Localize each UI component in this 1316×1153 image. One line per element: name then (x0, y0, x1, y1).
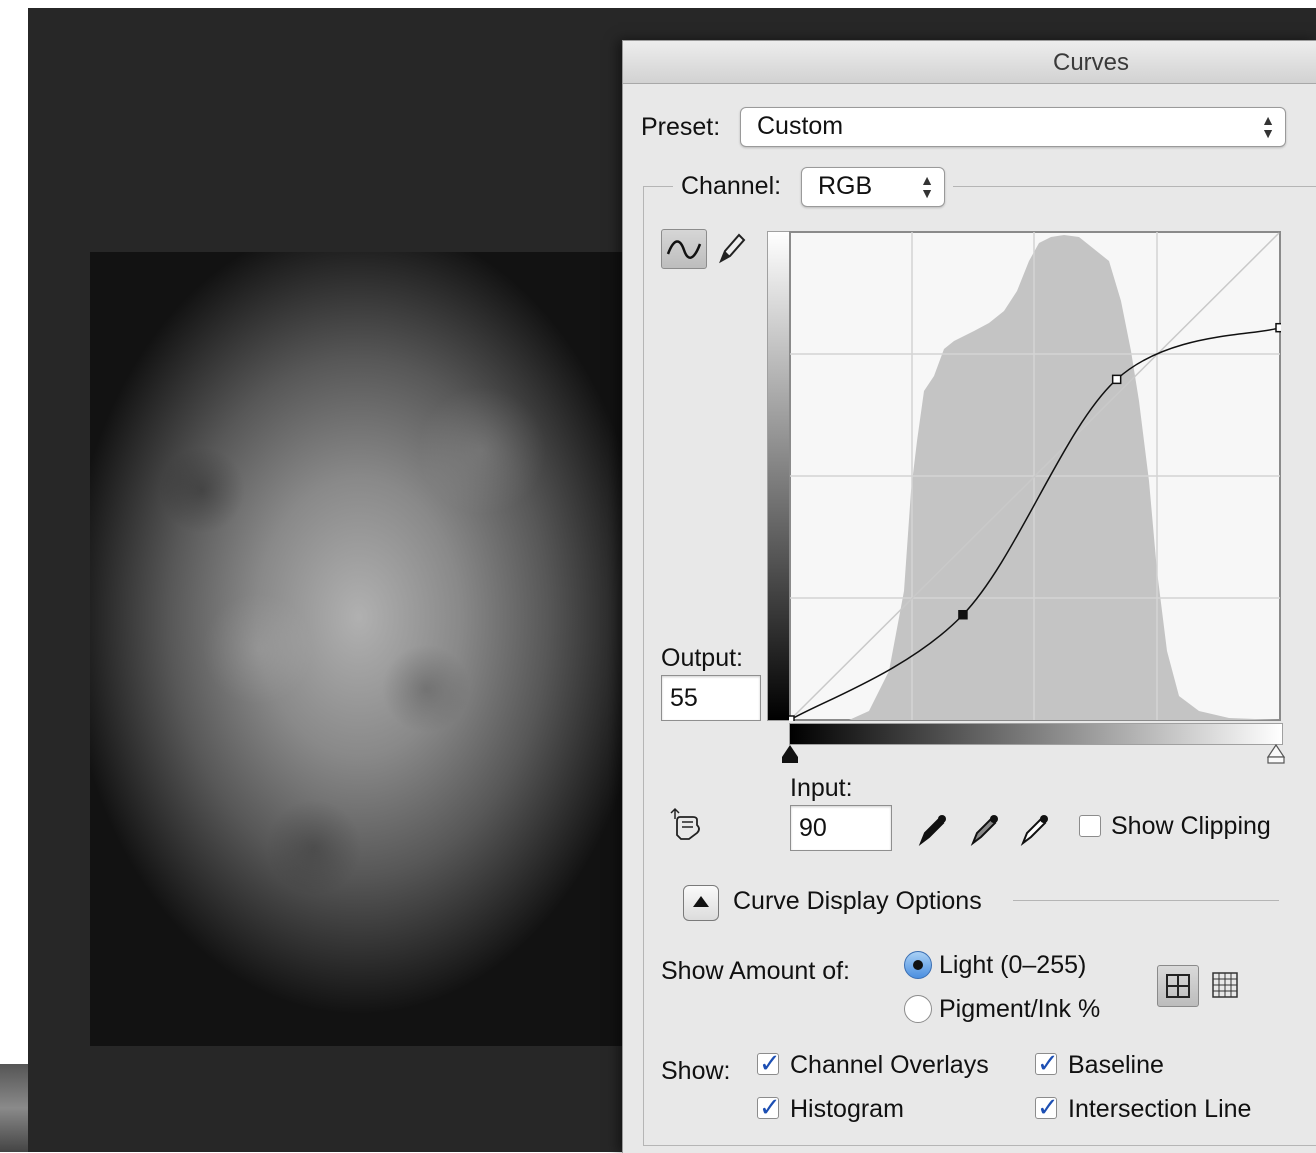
detailed-grid-button[interactable] (1205, 965, 1245, 1005)
input-gradient-bar (789, 723, 1283, 745)
dialog-titlebar[interactable]: Curves (623, 41, 1316, 84)
black-point-slider[interactable] (779, 743, 801, 765)
pigment-ink-radio[interactable] (904, 995, 932, 1023)
input-label: Input: (790, 774, 853, 802)
pigment-ink-radio-label: Pigment/Ink % (939, 995, 1101, 1023)
select-arrows-icon: ▲ ▼ (1261, 112, 1275, 141)
channel-value: RGB (818, 172, 873, 200)
baseline-checkbox[interactable]: ✓ (1035, 1048, 1059, 1078)
select-arrows-icon: ▲ ▼ (920, 172, 934, 201)
baseline-label: Baseline (1068, 1051, 1164, 1079)
preset-select[interactable]: Custom ▲ ▼ (740, 107, 1286, 147)
show-label: Show: (661, 1057, 731, 1085)
intersection-line-checkbox[interactable]: ✓ (1035, 1092, 1059, 1122)
curve-control-point[interactable] (1111, 374, 1122, 385)
disclosure-triangle-icon (693, 896, 709, 907)
pencil-tool-icon[interactable] (715, 231, 747, 267)
on-image-adjust-hand-icon[interactable] (667, 807, 707, 843)
thumbnail-edge (0, 1064, 28, 1152)
baseline (790, 232, 1280, 720)
channel-label: Channel: (681, 172, 782, 200)
curve-display-options-toggle[interactable] (683, 885, 719, 921)
curve-control-point[interactable] (789, 715, 795, 721)
light-radio-label: Light (0–255) (939, 951, 1087, 979)
input-field[interactable]: 90 (790, 805, 892, 851)
group-border-top-right (953, 186, 1316, 187)
output-gradient-bar (767, 231, 791, 721)
curve-display-options-label: Curve Display Options (733, 887, 982, 915)
checkmark-icon: ✓ (1037, 1092, 1059, 1122)
preset-label: Preset: (641, 113, 721, 141)
output-label: Output: (661, 644, 743, 672)
group-border-left (643, 186, 644, 1146)
document-image[interactable] (90, 252, 650, 1046)
curves-dialog: Curves Preset: Custom ▲ ▼ Channel: RGB ▲ ▼ (622, 40, 1316, 1153)
gray-eyedropper-icon[interactable] (969, 811, 1001, 847)
checkmark-icon: ✓ (759, 1092, 781, 1122)
white-point-slider[interactable] (1265, 743, 1287, 765)
curve-tool-icon (666, 240, 702, 259)
histogram-label: Histogram (790, 1095, 904, 1123)
input-value: 90 (799, 814, 827, 842)
dialog-title: Curves (1053, 49, 1130, 76)
detailed-grid-icon (1212, 972, 1238, 998)
preset-value: Custom (757, 112, 844, 140)
intersection-line-label: Intersection Line (1068, 1095, 1252, 1123)
checkmark-icon: ✓ (1037, 1048, 1059, 1078)
checkmark-icon: ✓ (759, 1048, 781, 1078)
light-radio[interactable] (904, 951, 932, 979)
curves-graph[interactable] (789, 231, 1281, 721)
channel-overlays-label: Channel Overlays (790, 1051, 989, 1079)
group-border-top-left (643, 186, 673, 187)
curve-control-point[interactable] (1275, 322, 1281, 333)
show-clipping-label: Show Clipping (1111, 812, 1271, 840)
black-eyedropper-icon[interactable] (917, 811, 949, 847)
output-field[interactable]: 55 (661, 675, 761, 721)
output-value: 55 (670, 684, 698, 712)
curve-line[interactable] (789, 326, 1281, 721)
channel-overlays-checkbox[interactable]: ✓ (757, 1048, 781, 1078)
simple-grid-icon (1166, 974, 1190, 998)
group-border-bottom (643, 1145, 1316, 1146)
section-divider (1013, 900, 1279, 901)
simple-grid-button[interactable] (1157, 965, 1199, 1007)
curve-tool-button[interactable] (661, 229, 707, 269)
white-eyedropper-icon[interactable] (1019, 811, 1051, 847)
channel-select[interactable]: RGB ▲ ▼ (801, 167, 945, 207)
curve-control-point[interactable] (958, 609, 968, 620)
show-clipping-checkbox[interactable] (1079, 815, 1101, 837)
histogram-checkbox[interactable]: ✓ (757, 1092, 781, 1122)
show-amount-label: Show Amount of: (661, 957, 851, 985)
